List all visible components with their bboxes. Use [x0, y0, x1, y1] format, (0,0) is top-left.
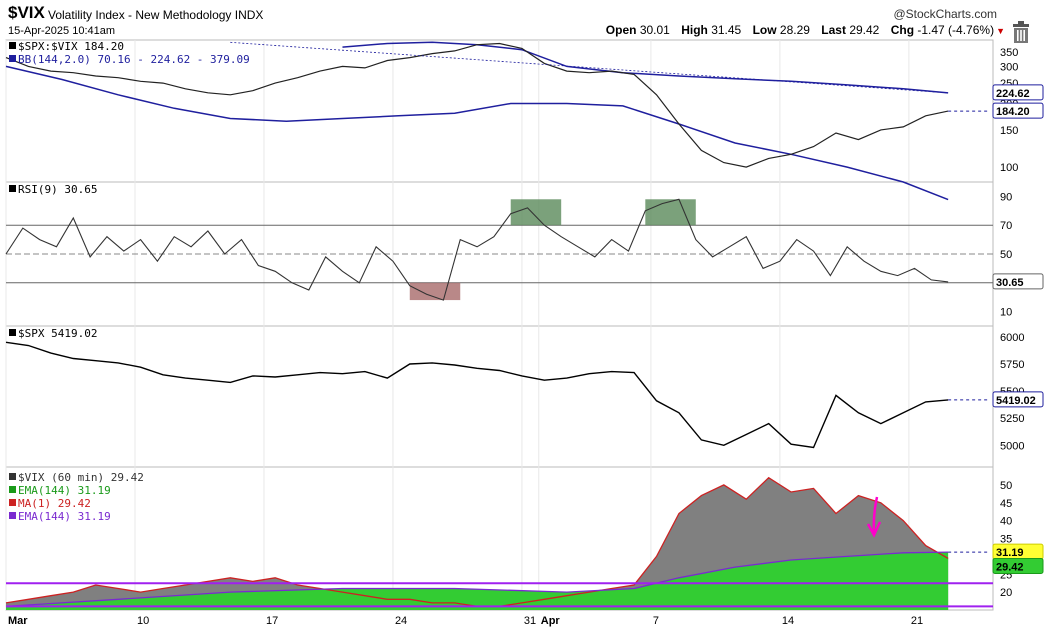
price-tag-box — [992, 273, 1044, 290]
rsi-overbought-fill — [645, 199, 696, 226]
y-tick-label: 10 — [1000, 307, 1012, 319]
y-tick-label: 40 — [1000, 516, 1012, 528]
last-value: 29.42 — [849, 23, 880, 37]
legend-swatch — [9, 512, 16, 519]
low-label: Low — [752, 23, 777, 37]
price-tag-box — [992, 102, 1044, 119]
price-tag-text: 31.19 — [996, 547, 1024, 559]
open-value: 30.01 — [639, 23, 670, 37]
ratio-series-line — [5, 42, 949, 168]
legend-swatch — [9, 185, 16, 192]
chg-value: -1.47 (-4.76%) — [917, 23, 995, 37]
legend-swatch — [9, 499, 16, 506]
annotation-arrow-icon — [866, 496, 882, 538]
y-tick-label: 5000 — [1000, 440, 1024, 452]
x-tick-label: 10 — [137, 615, 149, 627]
y-tick-label: 350 — [1000, 47, 1018, 59]
y-tick-label: 6000 — [1000, 332, 1024, 344]
y-tick-label: 35 — [1000, 534, 1012, 546]
y-tick-label: 150 — [1000, 125, 1018, 137]
symbol-description: Volatility Index - New Methodology INDX — [48, 8, 264, 22]
legend-swatch — [9, 55, 16, 62]
ema-area-fill — [6, 552, 949, 610]
y-tick-label: 300 — [1000, 61, 1018, 73]
legend-swatch — [9, 473, 16, 480]
y-tick-label: 45 — [1000, 498, 1012, 510]
last-label: Last — [821, 23, 846, 37]
price-tag-text: 30.65 — [996, 277, 1024, 289]
legend-entry: BB(144,2.0) 70.16 - 224.62 - 379.09 — [18, 53, 250, 66]
ema-line — [5, 551, 949, 608]
price-tag-box — [992, 557, 1044, 574]
legend-entry: EMA(144) 31.19 — [18, 510, 111, 523]
legend-entry: RSI(9) 30.65 — [18, 183, 97, 196]
x-tick-label: Mar — [8, 615, 28, 627]
trash-icon[interactable] — [1011, 20, 1031, 44]
x-tick-label: 31 — [524, 615, 536, 627]
y-tick-label: 90 — [1000, 191, 1012, 203]
down-triangle-icon: ▼ — [996, 26, 1005, 36]
legend-entry: $SPX:$VIX 184.20 — [18, 40, 124, 53]
legend-swatch — [9, 42, 16, 49]
x-tick-label: 24 — [395, 615, 407, 627]
legend-swatch — [9, 486, 16, 493]
rsi-overbought-fill — [510, 199, 562, 226]
y-tick-label: 50 — [1000, 249, 1012, 261]
x-tick-label: 7 — [653, 615, 659, 627]
low-value: 28.29 — [779, 23, 810, 37]
x-tick-label: 14 — [782, 615, 794, 627]
rsi-series-line — [5, 198, 949, 301]
y-tick-label: 100 — [1000, 162, 1018, 174]
x-tick-label: Apr — [541, 615, 561, 627]
legend-entry: $VIX (60 min) 29.42 — [18, 471, 144, 484]
y-tick-label: 20 — [1000, 587, 1012, 599]
legend-entry: $SPX 5419.02 — [18, 327, 97, 340]
price-tag-box — [992, 391, 1044, 408]
legend-entry: MA(1) 29.42 — [18, 497, 91, 510]
price-tag-text: 5419.02 — [996, 395, 1036, 407]
high-value: 31.45 — [711, 23, 742, 37]
price-tag-text: 224.62 — [996, 88, 1030, 100]
legend-swatch — [9, 329, 16, 336]
spx-series-line — [5, 341, 949, 449]
price-tag-text: 184.20 — [996, 106, 1030, 118]
chart-header: $VIX Volatility Index - New Methodology … — [0, 0, 1045, 43]
y-tick-label: 5250 — [1000, 413, 1024, 425]
timestamp: 15-Apr-2025 10:41am — [8, 25, 116, 37]
price-tag-text: 29.42 — [996, 561, 1024, 573]
open-label: Open — [605, 23, 637, 37]
chg-label: Chg — [890, 23, 915, 37]
y-tick-label: 50 — [1000, 480, 1012, 492]
brand-label: @StockCharts.com — [893, 7, 997, 21]
symbol-title: $VIX — [8, 3, 45, 22]
price-tag-box — [992, 84, 1044, 101]
legend-entry: EMA(144) 31.19 — [18, 484, 111, 497]
y-tick-label: 70 — [1000, 220, 1012, 232]
high-label: High — [681, 23, 708, 37]
x-tick-label: 17 — [266, 615, 278, 627]
quote-bar: Open 30.01 High 31.45 Low 28.29 Last 29.… — [606, 23, 1005, 37]
x-tick-label: 21 — [911, 615, 923, 627]
rsi-oversold-fill — [409, 282, 461, 301]
y-tick-label: 5750 — [1000, 359, 1024, 371]
bb-lower-line — [5, 65, 949, 201]
panel-frame-spx — [5, 325, 994, 468]
